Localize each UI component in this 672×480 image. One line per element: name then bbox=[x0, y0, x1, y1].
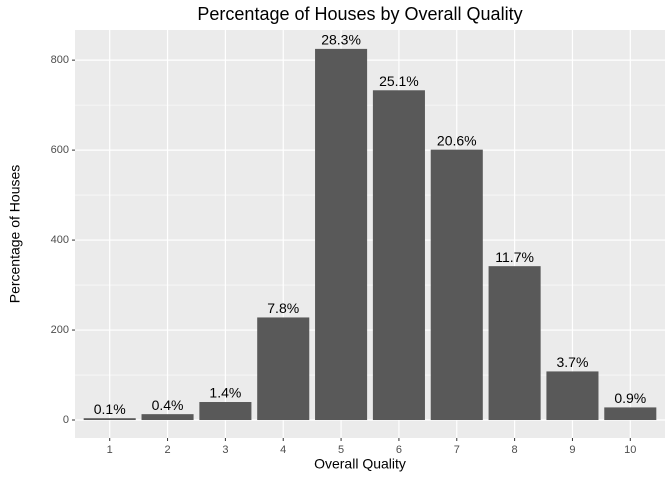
x-tick-label: 3 bbox=[222, 444, 228, 456]
bar bbox=[141, 414, 194, 421]
value-label: 0.4% bbox=[152, 397, 184, 413]
x-tick-label: 6 bbox=[396, 444, 402, 456]
value-label: 25.1% bbox=[379, 73, 419, 89]
value-label: 0.9% bbox=[614, 390, 646, 406]
bar bbox=[257, 317, 310, 421]
y-tick-label: 200 bbox=[51, 324, 69, 336]
bar bbox=[546, 371, 599, 421]
x-tick-label: 7 bbox=[454, 444, 460, 456]
value-label: 7.8% bbox=[267, 300, 299, 316]
x-tick-label: 4 bbox=[280, 444, 286, 456]
bar bbox=[430, 149, 483, 421]
chart-title: Percentage of Houses by Overall Quality bbox=[197, 4, 522, 24]
x-tick-label: 9 bbox=[569, 444, 575, 456]
y-axis-title: Percentage of Houses bbox=[7, 165, 23, 304]
bar bbox=[488, 266, 541, 421]
plot-panel bbox=[75, 30, 665, 438]
value-label: 1.4% bbox=[209, 385, 241, 401]
y-tick-label: 400 bbox=[51, 234, 69, 246]
x-tick-label: 1 bbox=[107, 444, 113, 456]
y-tick-label: 0 bbox=[63, 414, 69, 426]
value-label: 20.6% bbox=[437, 132, 477, 148]
y-tick-label: 600 bbox=[51, 144, 69, 156]
bar bbox=[604, 407, 657, 421]
value-label: 11.7% bbox=[495, 249, 534, 265]
x-tick-label: 5 bbox=[338, 444, 344, 456]
bar bbox=[315, 48, 368, 421]
x-tick-label: 8 bbox=[512, 444, 518, 456]
value-label: 3.7% bbox=[556, 354, 588, 370]
value-label: 28.3% bbox=[321, 32, 361, 48]
bar bbox=[83, 418, 136, 421]
bar bbox=[372, 90, 425, 421]
x-axis-title: Overall Quality bbox=[314, 456, 406, 472]
x-tick-label: 2 bbox=[164, 444, 170, 456]
value-label: 0.1% bbox=[94, 401, 126, 417]
x-tick-label: 10 bbox=[624, 444, 636, 456]
y-tick-label: 800 bbox=[51, 54, 69, 66]
bar bbox=[199, 402, 252, 421]
